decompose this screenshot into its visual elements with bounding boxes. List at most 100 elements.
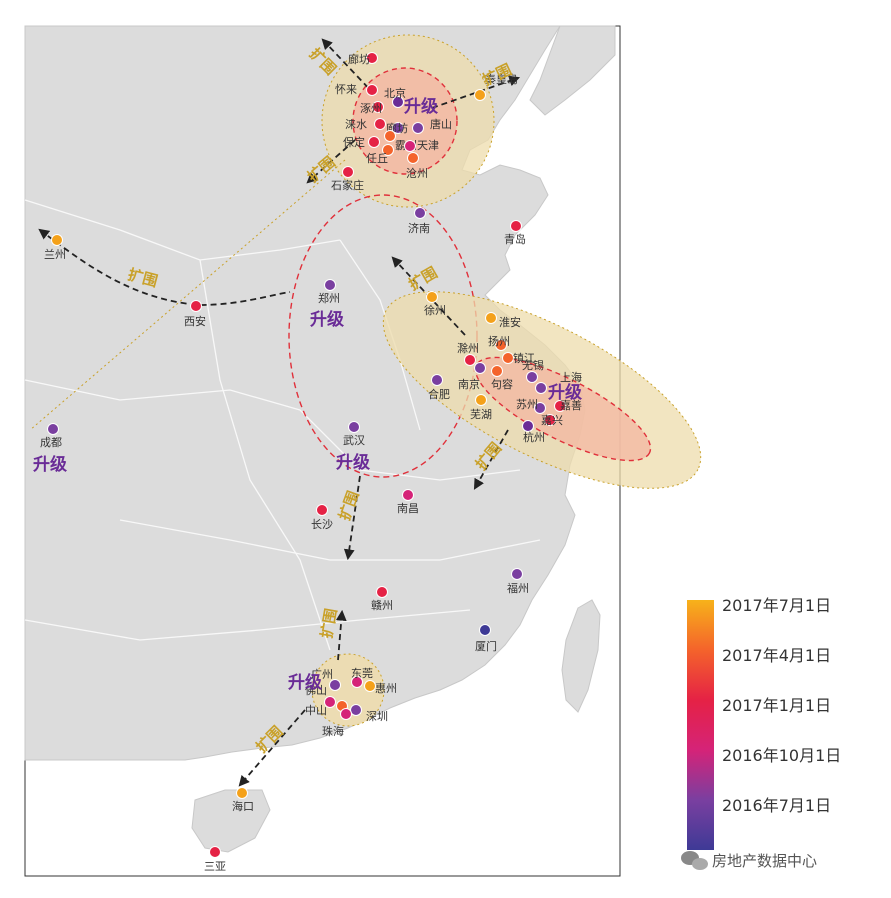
city-marker: [384, 130, 396, 142]
city-marker: [510, 220, 522, 232]
city-marker: [376, 586, 388, 598]
city-marker: [426, 291, 438, 303]
city-label: 成都: [40, 436, 62, 449]
city-layer: 廊坊怀来北京涿州秦皇岛涞水廊坊唐山保定霸州天津任丘沧州石家庄济南青岛兰州西安郑州…: [40, 52, 582, 873]
city-label: 赣州: [371, 598, 393, 612]
city-marker: [382, 144, 394, 156]
city-marker: [374, 118, 386, 130]
upgrade-label: 升级: [336, 452, 370, 473]
city-marker: [51, 234, 63, 246]
city-marker: [351, 676, 363, 688]
city-marker: [402, 489, 414, 501]
legend-label: 2016年7月1日: [722, 796, 831, 815]
city-marker: [431, 374, 443, 386]
city-label: 福州: [507, 581, 529, 595]
legend-label: 2017年4月1日: [722, 646, 831, 665]
city-label: 海口: [232, 799, 254, 813]
city-marker: [372, 101, 384, 113]
city-marker: [554, 400, 566, 412]
city-label: 保定: [343, 135, 365, 149]
city-label: 长沙: [311, 518, 333, 531]
city-marker: [47, 423, 59, 435]
city-label: 镇江: [513, 351, 535, 365]
city-marker: [190, 300, 202, 312]
city-label: 沧州: [406, 166, 428, 180]
city-marker: [324, 279, 336, 291]
city-label: 嘉兴: [541, 413, 563, 427]
city-label: 合肥: [428, 387, 450, 401]
city-marker: [474, 89, 486, 101]
city-label: 淮安: [499, 315, 521, 329]
city-label: 天津: [417, 139, 439, 152]
city-label: 秦皇岛: [485, 72, 518, 86]
city-label: 嘉善: [560, 398, 582, 412]
city-label: 惠州: [375, 681, 397, 695]
city-label: 唐山: [430, 117, 452, 131]
city-marker: [414, 207, 426, 219]
city-label: 石家庄: [331, 178, 364, 192]
city-label: 青岛: [504, 232, 526, 246]
city-label: 苏州: [516, 398, 538, 411]
city-label: 武汉: [343, 434, 365, 447]
city-label: 深圳: [366, 710, 388, 723]
city-marker: [366, 52, 378, 64]
city-marker: [522, 420, 534, 432]
wechat-icon: [681, 851, 708, 870]
city-label: 南昌: [397, 502, 419, 515]
legend-label: 2017年1月1日: [722, 696, 831, 715]
upgrade-label: 升级: [288, 672, 322, 693]
expand-label: 扩围: [318, 607, 341, 640]
city-label: 涿州: [360, 102, 382, 115]
city-marker: [544, 414, 556, 426]
city-marker: [368, 136, 380, 148]
city-marker: [350, 704, 362, 716]
city-marker: [511, 568, 523, 580]
city-label: 北京: [384, 86, 406, 100]
city-marker: [526, 371, 538, 383]
city-marker: [475, 394, 487, 406]
time-legend: 2017年7月1日 2017年4月1日 2017年1月1日 2016年10月1日…: [687, 596, 841, 850]
legend-label: 2016年10月1日: [722, 746, 841, 765]
city-marker: [348, 421, 360, 433]
city-marker: [392, 96, 404, 108]
city-label: 廊坊: [348, 52, 370, 66]
city-marker: [236, 787, 248, 799]
city-marker: [474, 362, 486, 374]
city-marker: [407, 152, 419, 164]
city-label: 无锡: [522, 358, 544, 372]
city-label: 上海: [560, 370, 582, 384]
city-label: 任丘: [366, 152, 388, 165]
action-labels: 扩围 扩围 扩围 扩围 扩围 扩围 扩围 扩围 扩围 升级 升级 升级 升级 升…: [33, 45, 582, 757]
upgrade-label: 升级: [33, 454, 67, 475]
city-label: 东莞: [351, 667, 373, 680]
city-marker: [364, 680, 376, 692]
city-marker: [502, 352, 514, 364]
city-marker: [534, 402, 546, 414]
city-label: 郑州: [318, 291, 340, 305]
city-marker: [366, 84, 378, 96]
city-label: 句容: [491, 377, 513, 391]
city-label: 厦门: [475, 639, 497, 653]
city-marker: [495, 339, 507, 351]
upgrade-label: 升级: [548, 382, 582, 403]
city-marker: [392, 122, 404, 134]
city-label: 扬州: [488, 334, 510, 348]
city-marker: [340, 708, 352, 720]
watermark-text: 房地产数据中心: [712, 852, 817, 870]
city-marker: [479, 624, 491, 636]
city-label: 涞水: [345, 118, 367, 131]
city-label: 怀来: [335, 83, 357, 96]
city-marker: [491, 365, 503, 377]
city-marker: [316, 504, 328, 516]
city-label: 芜湖: [470, 407, 492, 421]
city-label: 南京: [458, 377, 480, 391]
legend-label: 2017年7月1日: [722, 596, 831, 615]
city-label: 佛山: [305, 684, 327, 697]
city-label: 兰州: [44, 248, 66, 261]
city-marker: [342, 166, 354, 178]
upgrade-label: 升级: [404, 96, 438, 117]
city-label: 三亚: [204, 860, 226, 873]
city-marker: [535, 382, 547, 394]
city-marker: [404, 140, 416, 152]
